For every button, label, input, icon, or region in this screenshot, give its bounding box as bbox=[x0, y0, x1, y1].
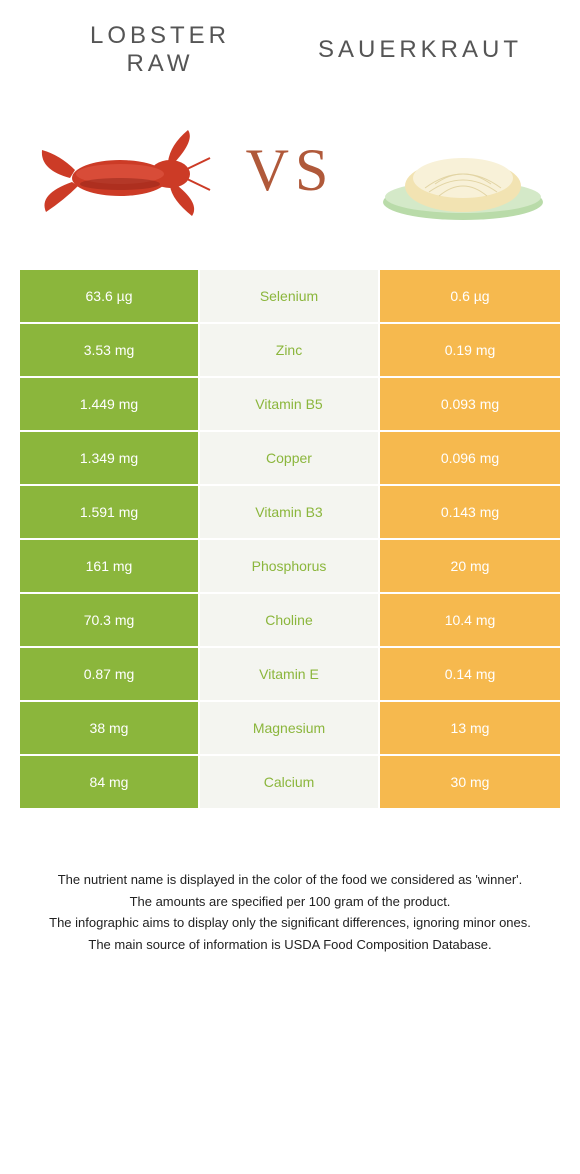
sauerkraut-image bbox=[365, 100, 560, 240]
nutrient-table: 63.6 µgSelenium0.6 µg3.53 mgZinc0.19 mg1… bbox=[20, 270, 560, 810]
value-left: 70.3 mg bbox=[20, 594, 200, 648]
value-right: 0.6 µg bbox=[380, 270, 560, 324]
value-right: 0.093 mg bbox=[380, 378, 560, 432]
table-row: 1.591 mgVitamin B30.143 mg bbox=[20, 486, 560, 540]
table-row: 38 mgMagnesium13 mg bbox=[20, 702, 560, 756]
footer-line: The infographic aims to display only the… bbox=[20, 913, 560, 933]
value-right: 30 mg bbox=[380, 756, 560, 810]
nutrient-name: Zinc bbox=[200, 324, 380, 378]
footer-notes: The nutrient name is displayed in the co… bbox=[20, 870, 560, 954]
nutrient-name: Phosphorus bbox=[200, 540, 380, 594]
value-left: 84 mg bbox=[20, 756, 200, 810]
value-left: 63.6 µg bbox=[20, 270, 200, 324]
value-right: 13 mg bbox=[380, 702, 560, 756]
value-right: 0.096 mg bbox=[380, 432, 560, 486]
value-left: 3.53 mg bbox=[20, 324, 200, 378]
table-row: 3.53 mgZinc0.19 mg bbox=[20, 324, 560, 378]
value-right: 0.19 mg bbox=[380, 324, 560, 378]
value-right: 0.14 mg bbox=[380, 648, 560, 702]
header: LOBSTER RAW SAUERKRAUT bbox=[0, 0, 580, 90]
lobster-image bbox=[20, 100, 215, 240]
value-right: 0.143 mg bbox=[380, 486, 560, 540]
value-right: 20 mg bbox=[380, 540, 560, 594]
nutrient-name: Magnesium bbox=[200, 702, 380, 756]
nutrient-name: Choline bbox=[200, 594, 380, 648]
table-row: 1.349 mgCopper0.096 mg bbox=[20, 432, 560, 486]
table-row: 70.3 mgCholine10.4 mg bbox=[20, 594, 560, 648]
footer-line: The amounts are specified per 100 gram o… bbox=[20, 892, 560, 912]
nutrient-name: Calcium bbox=[200, 756, 380, 810]
table-row: 63.6 µgSelenium0.6 µg bbox=[20, 270, 560, 324]
value-left: 38 mg bbox=[20, 702, 200, 756]
nutrient-name: Vitamin E bbox=[200, 648, 380, 702]
nutrient-name: Copper bbox=[200, 432, 380, 486]
nutrient-name: Vitamin B5 bbox=[200, 378, 380, 432]
value-left: 1.449 mg bbox=[20, 378, 200, 432]
value-left: 1.591 mg bbox=[20, 486, 200, 540]
footer-line: The nutrient name is displayed in the co… bbox=[20, 870, 560, 890]
table-row: 161 mgPhosphorus20 mg bbox=[20, 540, 560, 594]
food-right-title: SAUERKRAUT bbox=[290, 36, 550, 64]
nutrient-name: Vitamin B3 bbox=[200, 486, 380, 540]
table-row: 1.449 mgVitamin B50.093 mg bbox=[20, 378, 560, 432]
vs-row: VS bbox=[0, 100, 580, 240]
value-left: 161 mg bbox=[20, 540, 200, 594]
food-left-title: LOBSTER RAW bbox=[30, 22, 290, 77]
value-left: 1.349 mg bbox=[20, 432, 200, 486]
footer-line: The main source of information is USDA F… bbox=[20, 935, 560, 955]
table-row: 84 mgCalcium30 mg bbox=[20, 756, 560, 810]
value-right: 10.4 mg bbox=[380, 594, 560, 648]
nutrient-name: Selenium bbox=[200, 270, 380, 324]
table-row: 0.87 mgVitamin E0.14 mg bbox=[20, 648, 560, 702]
vs-label: VS bbox=[246, 136, 335, 205]
value-left: 0.87 mg bbox=[20, 648, 200, 702]
